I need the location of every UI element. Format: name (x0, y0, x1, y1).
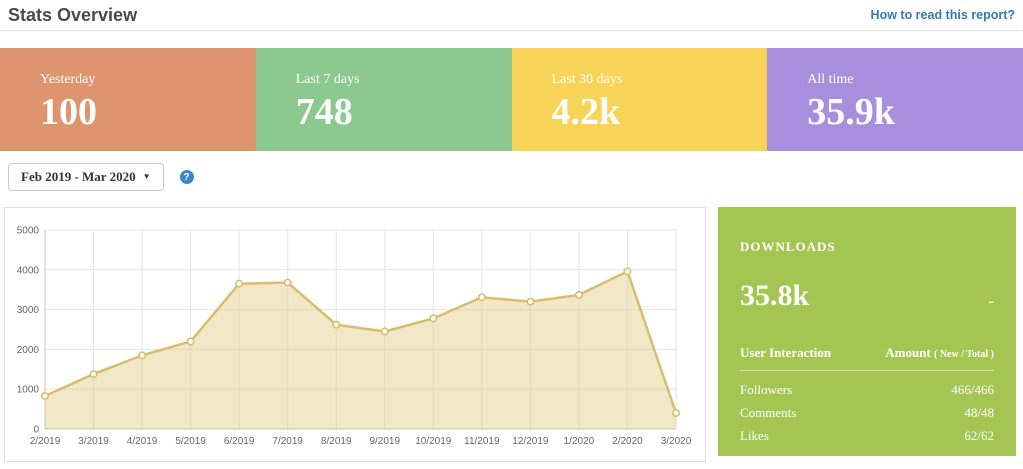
row-amount: 62/62 (964, 428, 994, 443)
stat-card-label: Last 7 days (295, 72, 360, 87)
stat-card-label: Last 30 days (551, 72, 623, 87)
user-interaction-table: User Interaction Amount ( New / Total ) … (740, 345, 994, 444)
row-amount: 48/48 (964, 405, 994, 420)
stat-card-last-30-days: Last 30 days 4.2k (511, 48, 768, 151)
date-range-dropdown[interactable]: Feb 2019 - Mar 2020 ▼ (8, 163, 164, 191)
table-header-user-interaction: User Interaction (740, 345, 832, 360)
svg-text:0: 0 (33, 425, 39, 436)
table-row: Followers 466/466 (740, 382, 994, 398)
svg-text:3/2019: 3/2019 (78, 436, 109, 447)
svg-text:4000: 4000 (17, 265, 40, 276)
svg-text:6/2019: 6/2019 (224, 436, 255, 447)
stat-card-label: Yesterday (40, 72, 96, 87)
stat-card-label: All time (807, 72, 854, 87)
downloads-panel: DOWNLOADS 35.8k - User Interaction Amoun… (718, 207, 1016, 456)
table-row: Likes 62/62 (740, 428, 994, 444)
svg-text:2/2020: 2/2020 (612, 436, 643, 447)
downloads-panel-title: DOWNLOADS (740, 239, 836, 254)
svg-text:1/2020: 1/2020 (564, 436, 595, 447)
table-header-amount-sub: ( New / Total ) (934, 349, 994, 360)
filter-controls: Feb 2019 - Mar 2020 ▼ ? (8, 163, 194, 191)
stat-card-value: 35.9k (807, 91, 895, 133)
svg-text:2000: 2000 (17, 345, 40, 356)
row-label: Comments (740, 405, 797, 420)
svg-text:11/2019: 11/2019 (464, 436, 500, 447)
stat-card-yesterday: Yesterday 100 (0, 48, 256, 151)
svg-text:9/2019: 9/2019 (369, 436, 400, 447)
svg-text:1000: 1000 (17, 385, 40, 396)
chevron-down-icon: ▼ (142, 172, 151, 181)
svg-text:3/2020: 3/2020 (661, 436, 692, 447)
stat-card-value: 748 (295, 91, 353, 133)
table-row: Comments 48/48 (740, 405, 994, 421)
page-title: Stats Overview (8, 5, 138, 25)
downloads-chart-container: 0 1000 2000 3000 4000 5000 2/2019 3/2019 4/2019 5… (4, 207, 706, 462)
svg-text:2/2019: 2/2019 (30, 436, 61, 447)
stat-cards: Yesterday 100 Last 7 days 748 Last 30 da… (0, 48, 1023, 151)
svg-text:5/2019: 5/2019 (175, 436, 206, 447)
date-range-label: Feb 2019 - Mar 2020 (21, 169, 136, 184)
row-label: Likes (740, 428, 769, 443)
downloads-total-value: 35.8k (740, 279, 810, 312)
svg-text:7/2019: 7/2019 (272, 436, 303, 447)
svg-text:4/2019: 4/2019 (127, 436, 158, 447)
downloads-delta: - (988, 293, 994, 310)
stat-card-all-time: All time 35.9k (767, 48, 1023, 151)
table-divider (740, 370, 994, 371)
stat-card-value: 4.2k (551, 91, 621, 133)
help-icon[interactable]: ? (179, 170, 194, 184)
downloads-area-chart: 0 1000 2000 3000 4000 5000 2/2019 3/2019 4/2019 5… (17, 226, 692, 448)
svg-text:12/2019: 12/2019 (512, 436, 549, 447)
row-label: Followers (740, 382, 792, 397)
table-header-amount: Amount ( New / Total ) (885, 345, 994, 360)
stat-card-last-7-days: Last 7 days 748 (255, 48, 512, 151)
svg-text:5000: 5000 (17, 226, 40, 237)
stat-card-value: 100 (40, 91, 97, 133)
svg-text:10/2019: 10/2019 (415, 436, 452, 447)
svg-text:3000: 3000 (17, 305, 40, 316)
how-to-read-report-link[interactable]: How to read this report? (870, 8, 1015, 22)
svg-text:8/2019: 8/2019 (321, 436, 352, 447)
row-amount: 466/466 (951, 382, 994, 397)
header: Stats Overview How to read this report? (0, 0, 1023, 31)
